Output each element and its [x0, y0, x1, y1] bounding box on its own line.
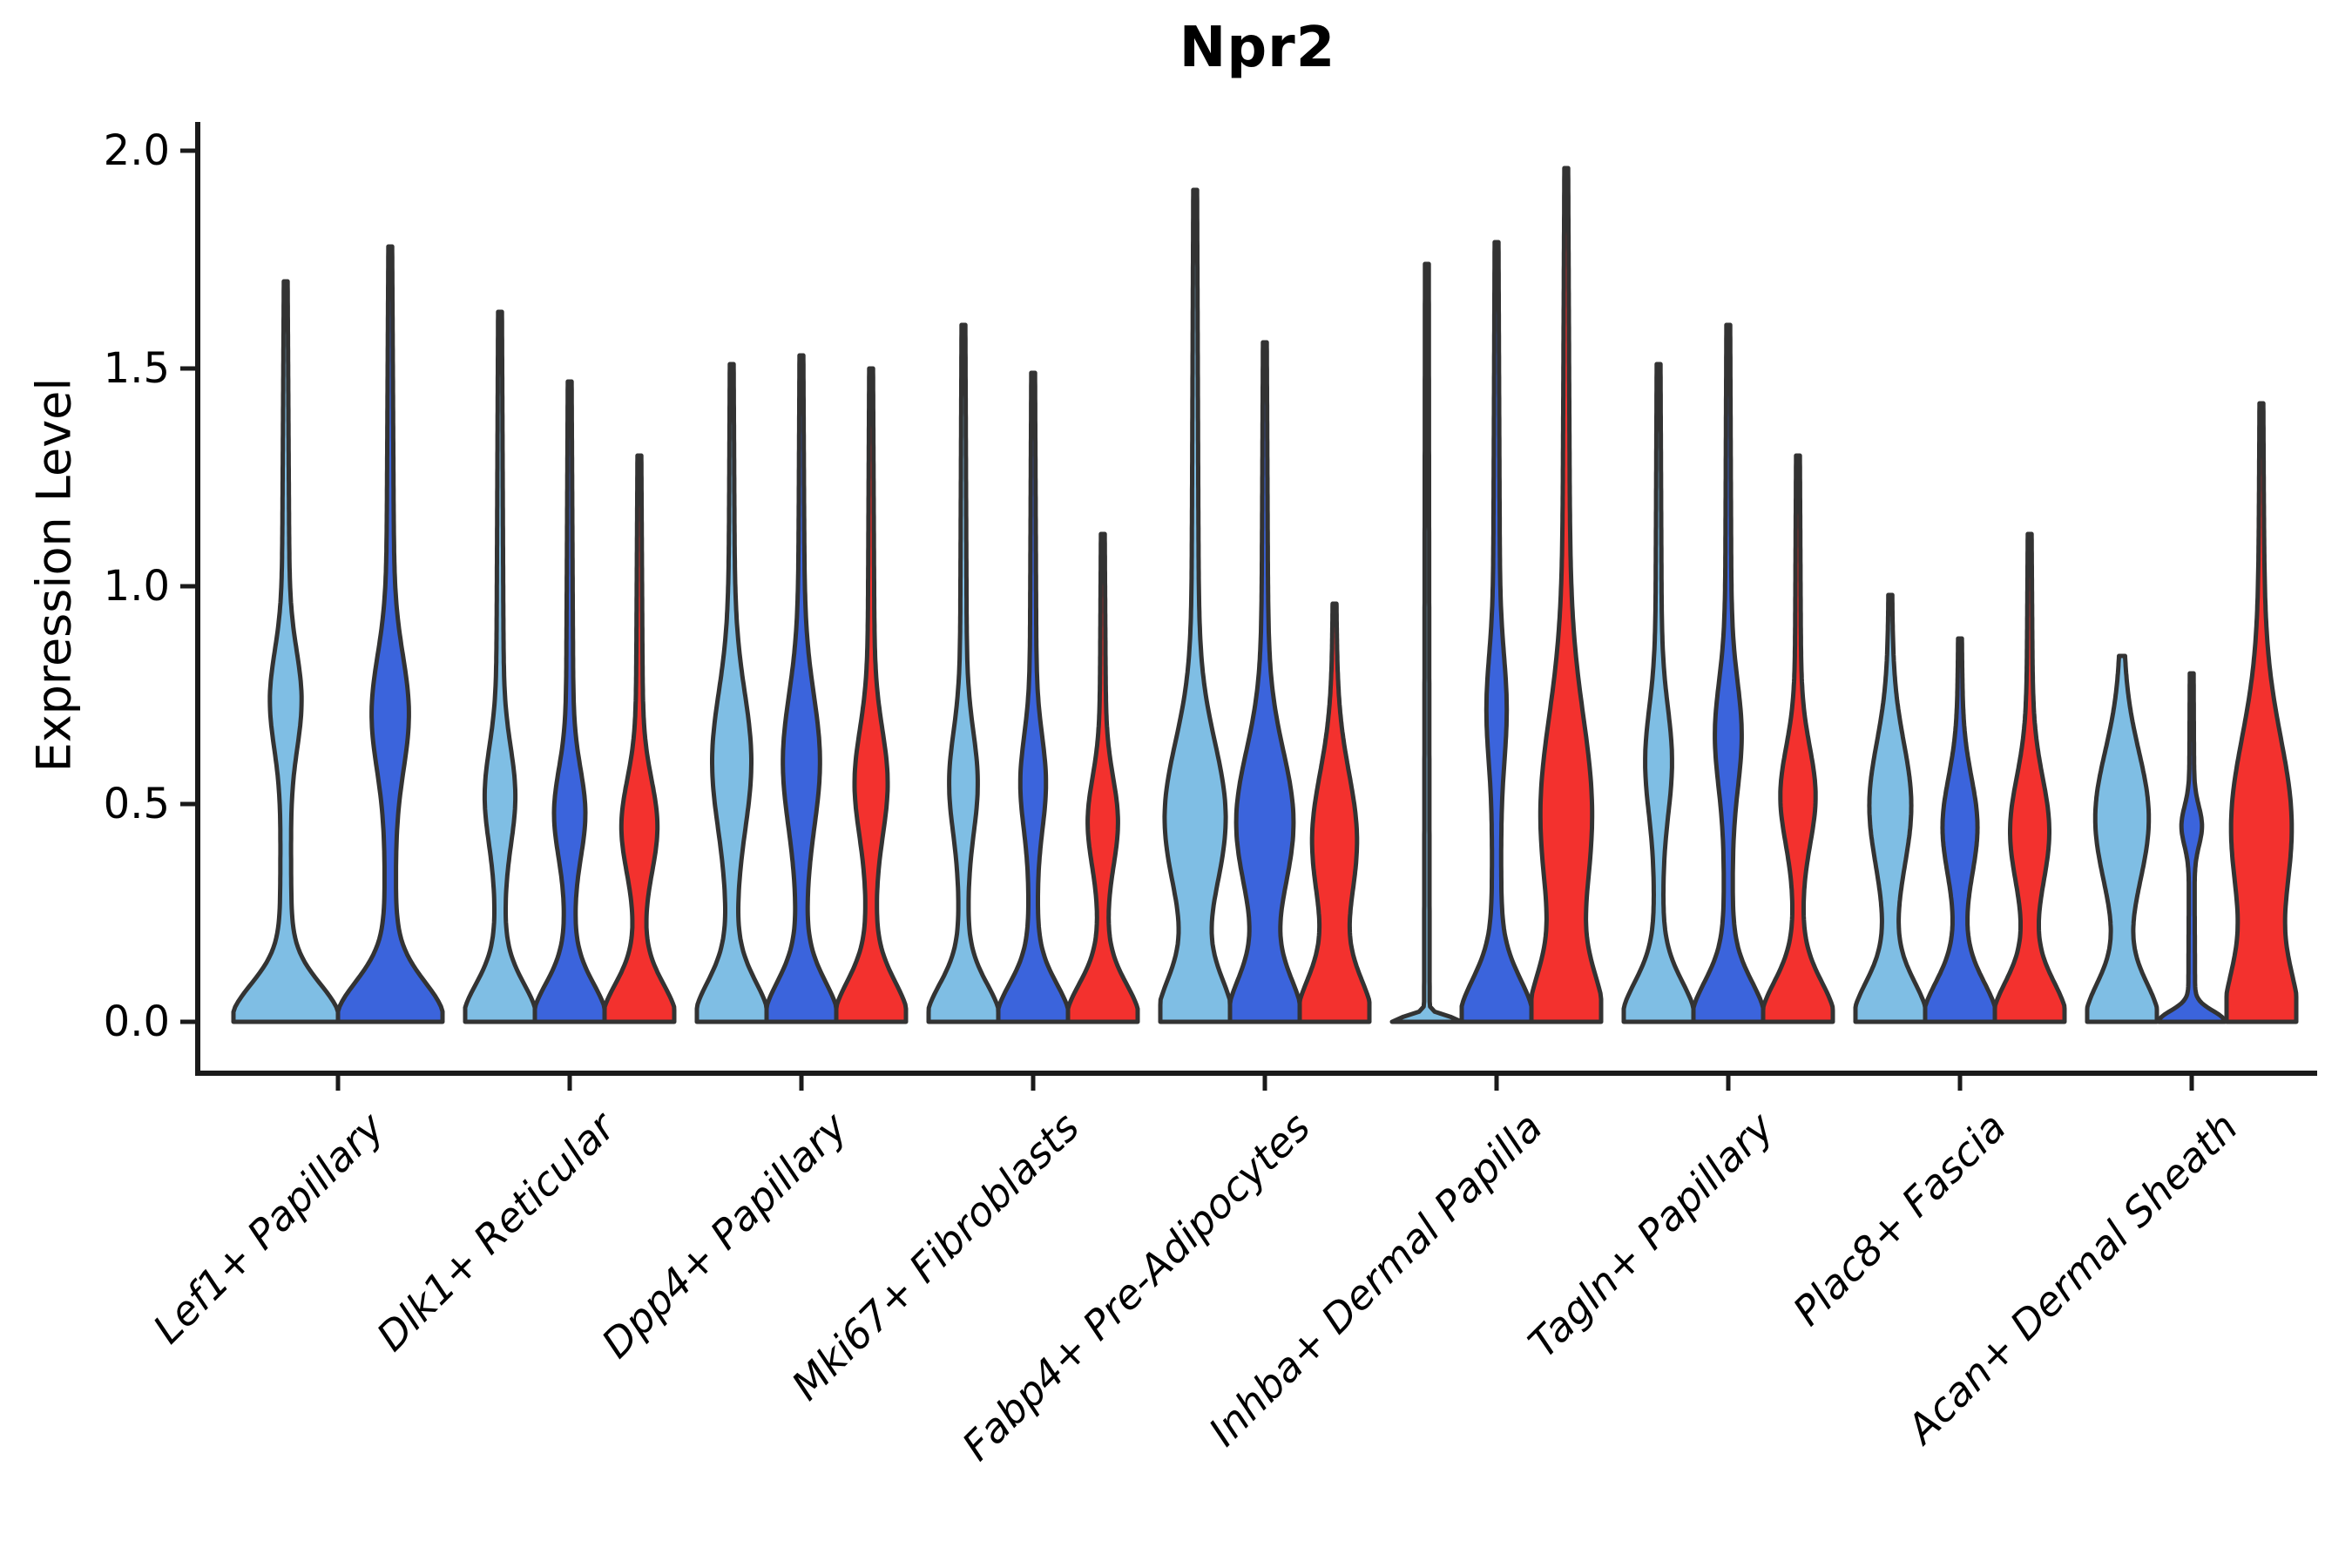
violin-red: [1761, 453, 1835, 1024]
violin-light_blue: [1853, 592, 1928, 1024]
violin-light_blue: [1158, 187, 1233, 1024]
violin-light_blue: [463, 309, 537, 1024]
y-tick-label: 2.0: [103, 126, 170, 175]
violin-red: [1529, 166, 1604, 1024]
violin-dark_blue: [1227, 340, 1302, 1024]
plot-title: Npr2: [1179, 16, 1336, 80]
violin-red: [1992, 531, 2067, 1024]
violin-red: [834, 366, 909, 1024]
violin-dark_blue: [1923, 636, 1997, 1024]
violin-dark_blue: [1459, 240, 1534, 1024]
violin-red: [1297, 601, 1372, 1024]
violin-dark_blue: [2156, 671, 2227, 1024]
violin-dark_blue: [996, 370, 1071, 1024]
violin-red: [2224, 401, 2299, 1024]
violin-light_blue: [1621, 362, 1696, 1024]
violin-light_blue: [926, 322, 1001, 1024]
violin-light_blue: [231, 279, 341, 1024]
violin-red: [1065, 531, 1140, 1024]
violin-dark_blue: [532, 379, 607, 1024]
violin-light_blue: [694, 362, 769, 1024]
violin-red: [602, 453, 677, 1024]
y-tick-label: 1.5: [103, 344, 170, 393]
y-tick-label: 0.0: [103, 997, 170, 1046]
y-tick-label: 0.5: [103, 780, 170, 828]
violin-dark_blue: [764, 353, 839, 1024]
violin-light_blue: [1389, 261, 1464, 1024]
violin-light_blue: [2085, 653, 2159, 1024]
violin-dark_blue: [1691, 322, 1766, 1024]
y-tick-label: 1.0: [103, 562, 170, 611]
violin-dark_blue: [335, 244, 445, 1024]
